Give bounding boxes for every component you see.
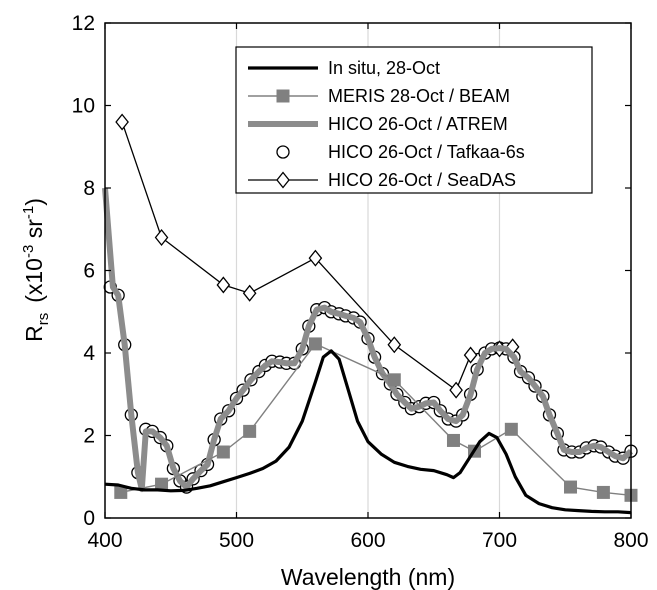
legend-marker [276, 171, 290, 189]
series-hico-26-oct-atrem [102, 187, 633, 493]
legend-marker [276, 89, 290, 103]
legend-item-meris-28-oct-beam: MERIS 28-Oct / BEAM [248, 86, 510, 106]
legend-label: HICO 26-Oct / Tafkaa-6s [328, 142, 525, 162]
x-tick-label: 600 [350, 529, 385, 552]
series-in-situ-28-oct [104, 349, 632, 515]
data-point [387, 336, 402, 354]
y-tick-label: 8 [83, 177, 95, 200]
tick-labels: 400 500 600 700 800 0 2 4 6 8 10 12 [72, 12, 649, 552]
series-meris-28-oct-beam [114, 337, 638, 502]
data-point [596, 485, 610, 499]
legend-item-in-situ-28-oct: In situ, 28-Oct [248, 58, 440, 78]
data-point [449, 381, 463, 399]
y-axis-title-prefix: (x10 [21, 258, 47, 303]
data-point [154, 228, 169, 247]
y-axis-title-mid: sr [21, 219, 47, 245]
legend-label: HICO 26-Oct / SeaDAS [328, 170, 516, 190]
legend-item-hico-26-oct-seadas: HICO 26-Oct / SeaDAS [248, 170, 516, 190]
legend-item-hico-26-oct-tafkaa-6s: HICO 26-Oct / Tafkaa-6s [276, 142, 525, 162]
y-axis-title-sub: rs [35, 313, 52, 326]
data-point [446, 433, 460, 447]
series-line [102, 187, 633, 493]
x-axis-title: Wavelength (nm) [281, 564, 455, 590]
data-point [243, 424, 257, 438]
y-axis-title-exp2: -1 [20, 206, 37, 219]
y-axis-title-base: R [21, 325, 47, 342]
x-tick-label: 800 [613, 529, 648, 552]
y-tick-label: 6 [83, 260, 95, 283]
legend-item-hico-26-oct-atrem: HICO 26-Oct / ATREM [248, 114, 508, 134]
y-tick-label: 12 [72, 12, 95, 35]
y-axis-title-exp1: -3 [20, 245, 37, 258]
y-tick-label: 2 [83, 425, 95, 448]
y-tick-label: 4 [83, 342, 95, 365]
legend-label: MERIS 28-Oct / BEAM [328, 86, 510, 106]
data-point [115, 113, 129, 131]
data-point [504, 422, 518, 436]
legend-label: In situ, 28-Oct [328, 58, 440, 78]
series-line [104, 349, 632, 515]
ticks [104, 22, 632, 519]
data-point [308, 337, 322, 351]
y-tick-label: 10 [72, 95, 95, 118]
data-point [387, 373, 401, 387]
data-point [216, 276, 231, 294]
legend-box [235, 46, 593, 194]
data-point [463, 346, 478, 364]
x-tick-label: 400 [87, 529, 122, 552]
y-axis-title: Rrs (x10-3 sr-1) [20, 198, 52, 342]
y-tick-label: 0 [83, 507, 95, 530]
y-axis-title-suffix: ) [21, 198, 47, 206]
data-point [216, 445, 230, 459]
x-tick-label: 500 [219, 529, 254, 552]
data-point [308, 249, 323, 267]
series-layer [102, 113, 638, 515]
data-point [564, 480, 578, 494]
data-point [242, 284, 257, 302]
legend: In situ, 28-Oct MERIS 28-Oct / BEAM HICO 2… [235, 46, 593, 194]
x-tick-label: 700 [482, 529, 517, 552]
legend-marker [276, 145, 290, 159]
legend-label: HICO 26-Oct / ATREM [328, 114, 508, 134]
